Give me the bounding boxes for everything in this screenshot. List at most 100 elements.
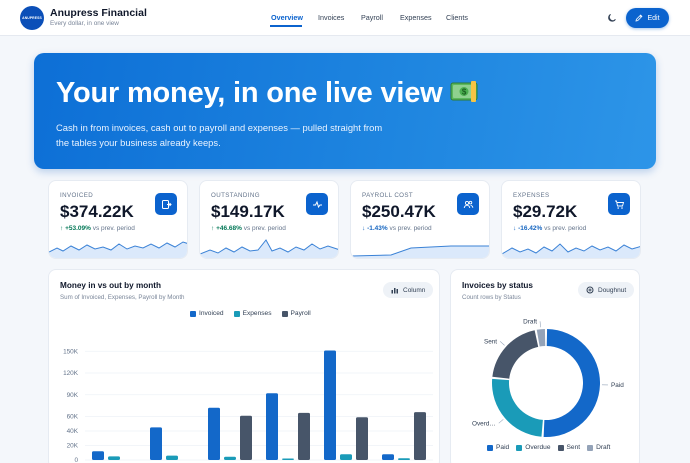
nav-active-indicator (270, 25, 302, 27)
pulse-icon (306, 193, 328, 215)
kpi-delta-suffix: vs prev. period (243, 225, 286, 232)
svg-text:$: $ (461, 87, 466, 96)
slice-label: Paid (611, 382, 624, 389)
theme-toggle-button[interactable] (603, 9, 621, 27)
kpi-value: $149.17K (211, 202, 285, 221)
legend-item[interactable]: Invoiced (190, 310, 224, 317)
top-bar: ANUPRESS Anupress Financial Every dollar… (0, 0, 690, 36)
kpi-card-invoiced[interactable]: INVOICED $374.22K ↑ +53.09% vs prev. per… (48, 180, 188, 259)
legend-label: Invoiced (199, 310, 224, 317)
y-tick-label: 0 (74, 457, 78, 463)
panel-title: Invoices by status (462, 281, 533, 290)
slice-sent[interactable] (492, 330, 539, 379)
kpi-delta: ↑ +46.68% vs prev. period (211, 225, 286, 232)
bar-expenses[interactable] (282, 458, 294, 460)
bar-payroll[interactable] (298, 412, 310, 460)
moon-icon (608, 13, 616, 22)
nav-expenses[interactable]: Expenses (400, 13, 432, 22)
bar-invoiced[interactable] (266, 393, 278, 460)
brand-name: Anupress Financial (50, 7, 147, 19)
legend-label: Expenses (242, 310, 272, 317)
slice-label: Overd… (472, 420, 496, 427)
chart-type-button[interactable]: Doughnut (578, 282, 635, 298)
panel-subtitle: Sum of Invoiced, Expenses, Payroll by Mo… (60, 294, 185, 301)
bar-expenses[interactable] (224, 456, 236, 460)
status-doughnut-chart: Paid Overd… Sent Draft (472, 318, 624, 437)
bar-invoiced[interactable] (324, 350, 336, 460)
kpi-delta-value: -16.42% (518, 225, 543, 232)
kpi-value: $250.47K (362, 202, 436, 221)
bar-payroll[interactable] (414, 412, 426, 460)
edit-button-label: Edit (647, 14, 660, 22)
invoices-status-panel: Invoices by status Count rows by Status … (450, 269, 640, 463)
kpi-card-outstanding[interactable]: OUTSTANDING $149.17K ↑ +46.68% vs prev. … (199, 180, 339, 259)
nav-overview[interactable]: Overview (271, 13, 303, 22)
bar-expenses[interactable] (108, 456, 120, 460)
kpi-delta-value: +53.09% (65, 225, 91, 232)
legend-item[interactable]: Draft (587, 444, 610, 451)
doughnut-icon (586, 286, 594, 294)
kpi-sparkline (351, 245, 489, 258)
legend-label: Payroll (290, 310, 311, 317)
kpi-delta-value: +46.68% (216, 225, 242, 232)
chart-type-button[interactable]: Column (383, 282, 434, 298)
slice-overdue[interactable] (492, 378, 543, 437)
brand-tagline: Every dollar, in one view (50, 20, 119, 27)
bar-invoiced[interactable] (208, 407, 220, 460)
invoice-icon (155, 193, 177, 215)
slice-draft[interactable] (536, 329, 546, 347)
kpi-label: INVOICED (60, 192, 94, 199)
nav-invoices[interactable]: Invoices (318, 13, 345, 22)
kpi-sparkline (502, 243, 640, 258)
money-icon: $ (449, 78, 479, 111)
chart-type-label: Doughnut (598, 286, 627, 294)
bar-invoiced[interactable] (92, 451, 104, 460)
legend-item[interactable]: Paid (487, 444, 509, 451)
bar-expenses[interactable] (340, 454, 352, 460)
panel-title: Money in vs out by month (60, 281, 161, 290)
y-tick-label: 40K (67, 428, 79, 435)
legend-item[interactable]: Overdue (516, 444, 551, 451)
kpi-card-payroll-cost[interactable]: PAYROLL COST $250.47K ↓ -1.43% vs prev. … (350, 180, 490, 259)
y-tick-label: 90K (67, 392, 79, 399)
bar-invoiced[interactable] (382, 454, 394, 460)
y-tick-label: 20K (67, 443, 79, 450)
kpi-value: $374.22K (60, 202, 134, 221)
hero-banner: Your money, in one live view $ Cash in fr… (34, 53, 656, 169)
kpi-delta-suffix: vs prev. period (389, 225, 432, 232)
cart-icon (608, 193, 630, 215)
nav-payroll[interactable]: Payroll (361, 13, 383, 22)
kpi-sparkline (49, 241, 187, 258)
bar-payroll[interactable] (240, 415, 252, 460)
chart-type-label: Column (403, 286, 426, 294)
kpi-label: PAYROLL COST (362, 192, 414, 199)
kpi-card-expenses[interactable]: EXPENSES $29.72K ↓ -16.42% vs prev. peri… (501, 180, 641, 259)
logo-text: ANUPRESS (22, 16, 42, 20)
hero-subtitle: Cash in from invoices, cash out to payro… (56, 122, 383, 148)
money-bar-chart: 020K40K60K90K120K150KMarAprMayJunJulAug (63, 348, 433, 463)
y-tick-label: 60K (67, 414, 79, 421)
bar-expenses[interactable] (166, 455, 178, 460)
slice-paid[interactable] (543, 329, 601, 437)
kpi-delta: ↓ -1.43% vs prev. period (362, 225, 432, 232)
kpi-delta-suffix: vs prev. period (92, 225, 135, 232)
kpi-delta-value: -1.43% (367, 225, 388, 232)
panel-subtitle: Count rows by Status (462, 294, 521, 301)
nav-clients[interactable]: Clients (446, 13, 468, 22)
legend-item[interactable]: Expenses (233, 310, 272, 317)
legend-item[interactable]: Payroll (281, 310, 311, 317)
pencil-icon (635, 14, 643, 22)
slice-label: Draft (523, 318, 537, 325)
bar-invoiced[interactable] (150, 427, 162, 460)
company-logo[interactable]: ANUPRESS (20, 6, 44, 30)
money-in-out-panel: Money in vs out by month Sum of Invoiced… (48, 269, 440, 463)
edit-button[interactable]: Edit (626, 8, 669, 28)
bar-expenses[interactable] (398, 458, 410, 460)
legend-label: Overdue (525, 444, 551, 451)
slice-label: Sent (484, 339, 497, 346)
legend-item[interactable]: Sent (557, 444, 580, 451)
kpi-label: EXPENSES (513, 192, 550, 199)
bar-payroll[interactable] (356, 417, 368, 460)
kpi-delta: ↑ +53.09% vs prev. period (60, 225, 135, 232)
hero-title-text: Your money, in one live view (56, 77, 443, 109)
